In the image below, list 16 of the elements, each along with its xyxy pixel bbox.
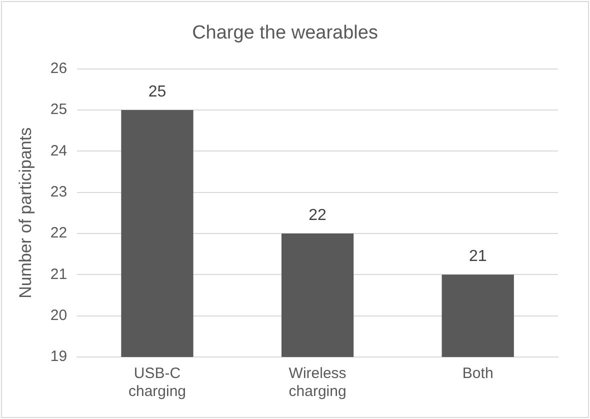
- y-tick-label: 26: [50, 60, 68, 77]
- x-tick-label: Both: [462, 365, 494, 382]
- x-tick-label: Wireless charging: [288, 365, 346, 400]
- y-tick-label: 19: [50, 348, 68, 366]
- data-label: 21: [468, 248, 487, 266]
- y-axis-title: Number of participants: [16, 127, 35, 298]
- y-tick-label: 22: [50, 224, 68, 242]
- y-tick-label: 23: [50, 183, 68, 200]
- chart-title: Charge the wearables: [192, 22, 378, 44]
- x-tick-label: USB-C charging: [128, 365, 186, 400]
- y-tick-label: 20: [50, 306, 68, 324]
- y-tick-label: 24: [50, 142, 68, 160]
- y-tick-label: 21: [50, 266, 68, 283]
- data-label: 22: [308, 206, 327, 224]
- data-label: 25: [148, 83, 166, 100]
- y-tick-label: 25: [50, 101, 68, 118]
